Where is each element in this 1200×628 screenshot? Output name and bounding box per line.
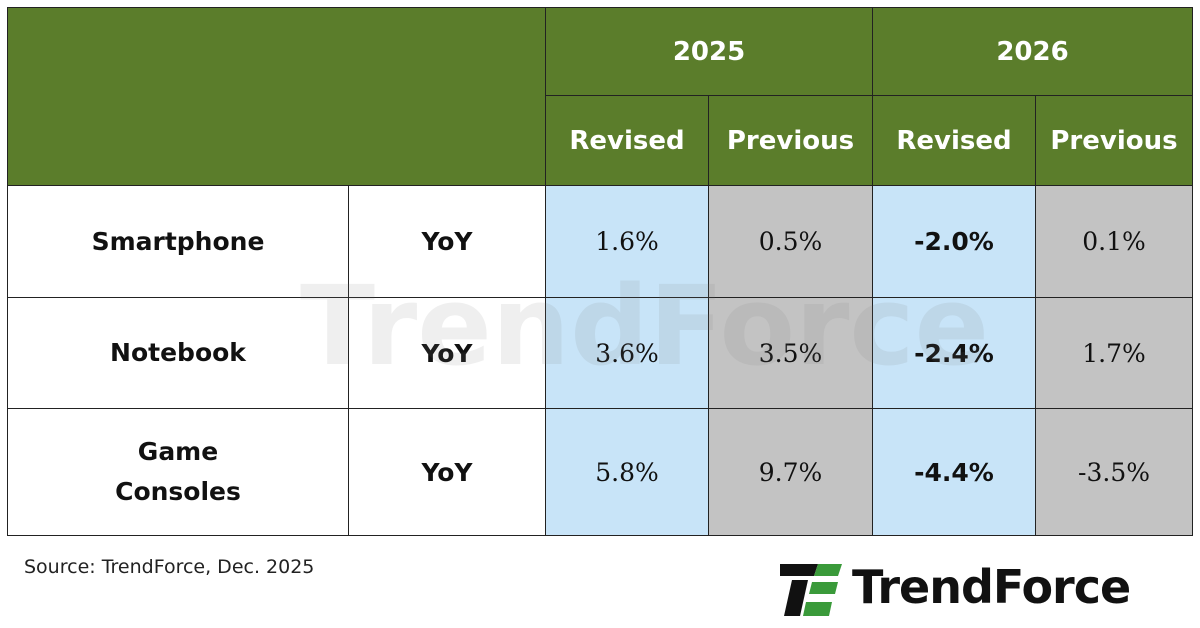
subheader: Revised: [545, 95, 709, 186]
row-label-text: Game Consoles: [115, 437, 241, 506]
value-cell: 3.6%: [545, 297, 709, 409]
value-cell: -2.0%: [872, 185, 1036, 298]
subheader: Previous: [708, 95, 873, 186]
row-label: Game Consoles: [7, 408, 349, 536]
subheader: Previous: [1035, 95, 1193, 186]
value-cell: 3.5%: [708, 297, 873, 409]
value-cell: -3.5%: [1035, 408, 1193, 536]
year-header: 2026: [872, 7, 1193, 96]
value-cell: 1.6%: [545, 185, 709, 298]
logo-text: TrendForce: [852, 560, 1131, 614]
metric-label: YoY: [348, 185, 546, 298]
value-cell: 0.5%: [708, 185, 873, 298]
source-note: Source: TrendForce, Dec. 2025: [24, 556, 315, 578]
year-header: 2025: [545, 7, 873, 96]
logo-icon: [780, 564, 842, 616]
value-cell: 0.1%: [1035, 185, 1193, 298]
value-cell: -2.4%: [872, 297, 1036, 409]
subheader: Revised: [872, 95, 1036, 186]
value-cell: 9.7%: [708, 408, 873, 536]
value-cell: -4.4%: [872, 408, 1036, 536]
row-label: Smartphone: [7, 185, 349, 298]
header-blank: [7, 7, 546, 186]
metric-label: YoY: [348, 408, 546, 536]
value-cell: 5.8%: [545, 408, 709, 536]
row-label-text: Smartphone: [91, 226, 265, 256]
row-label: Notebook: [7, 297, 349, 409]
row-label-text: Notebook: [110, 338, 246, 367]
metric-label: YoY: [348, 297, 546, 409]
value-cell: 1.7%: [1035, 297, 1193, 409]
